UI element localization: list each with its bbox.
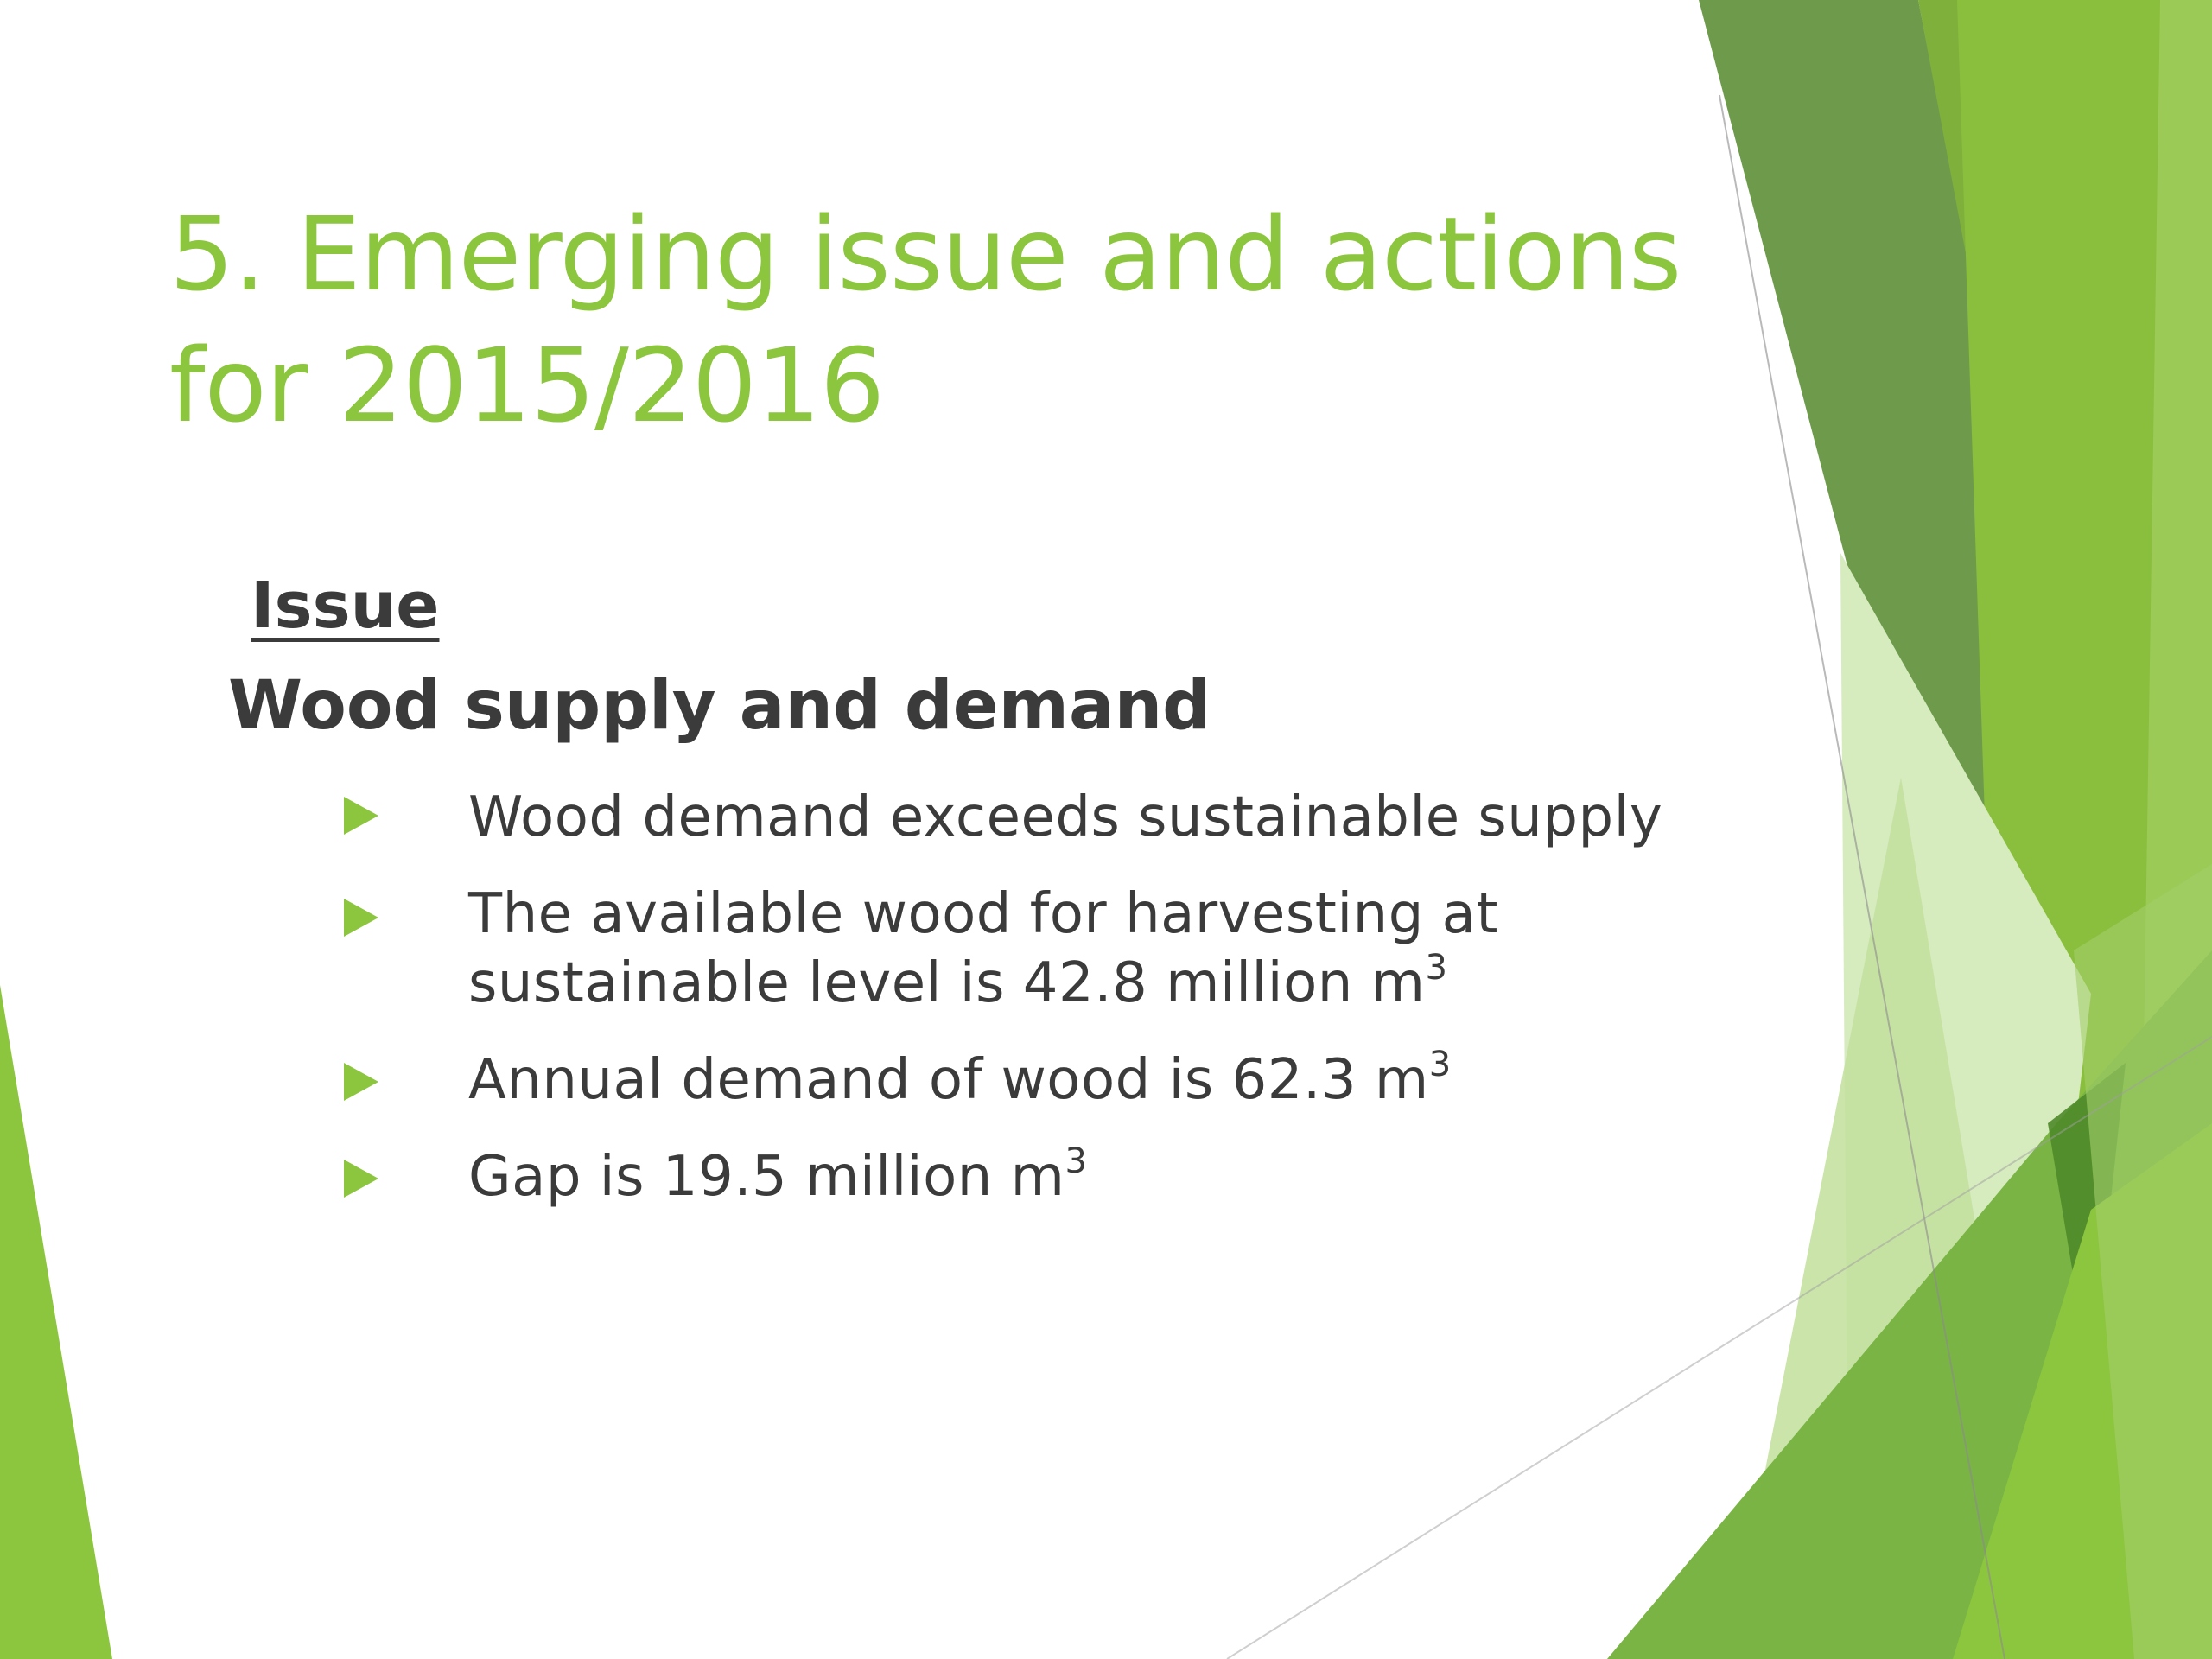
title-line-1: 5. Emerging issue and actions bbox=[169, 194, 1681, 314]
arrow-bullet-icon bbox=[344, 1160, 378, 1198]
thin-line-diagonal bbox=[1719, 94, 2005, 1659]
bullet-text: The available wood for harvesting at sus… bbox=[468, 882, 1498, 1015]
superscript: 3 bbox=[1065, 1141, 1088, 1181]
bullet-text: Wood demand exceeds sustainable supply bbox=[468, 785, 1663, 849]
arrow-bullet-icon bbox=[344, 797, 378, 835]
issue-heading: Issue bbox=[251, 569, 440, 643]
title-line-2: for 2015/2016 bbox=[169, 326, 885, 445]
arrow-bullet-icon bbox=[344, 1063, 378, 1101]
thin-line-lower bbox=[1226, 1036, 2212, 1659]
bullet-text: Annual demand of wood is 62.3 m3 bbox=[468, 1045, 1452, 1112]
subheading: Wood supply and demand bbox=[228, 667, 1211, 745]
left-green-shape bbox=[0, 985, 112, 1659]
arrow-bullet-icon bbox=[344, 899, 378, 937]
slide-title: 5. Emerging issue and actions for 2015/2… bbox=[169, 188, 1725, 451]
bullet-text: Gap is 19.5 million m3 bbox=[468, 1141, 1088, 1209]
facet-translucent bbox=[2074, 864, 2212, 1659]
superscript: 3 bbox=[1428, 1045, 1452, 1084]
superscript: 3 bbox=[1425, 948, 1448, 988]
